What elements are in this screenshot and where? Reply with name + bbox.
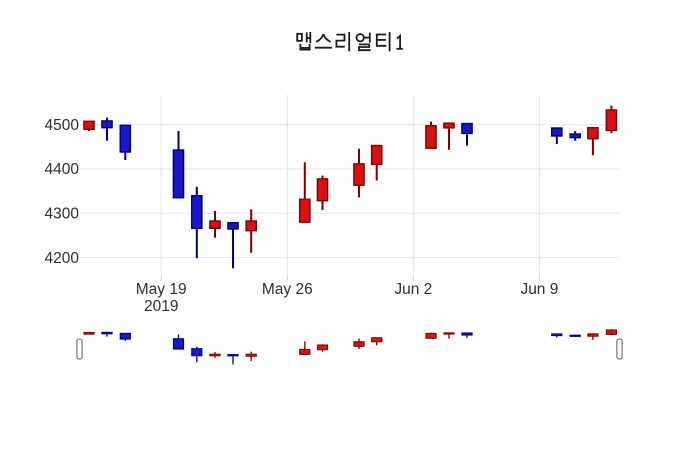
svg-text:4400: 4400 <box>45 161 80 178</box>
svg-text:4200: 4200 <box>45 250 80 267</box>
svg-text:May 26: May 26 <box>262 281 313 298</box>
svg-text:2019: 2019 <box>144 298 178 315</box>
svg-text:4500: 4500 <box>45 117 80 134</box>
svg-text:Jun 9: Jun 9 <box>520 281 558 298</box>
svg-text:May 19: May 19 <box>136 281 187 298</box>
svg-text:4300: 4300 <box>45 206 80 223</box>
svg-text:Jun 2: Jun 2 <box>394 281 432 298</box>
